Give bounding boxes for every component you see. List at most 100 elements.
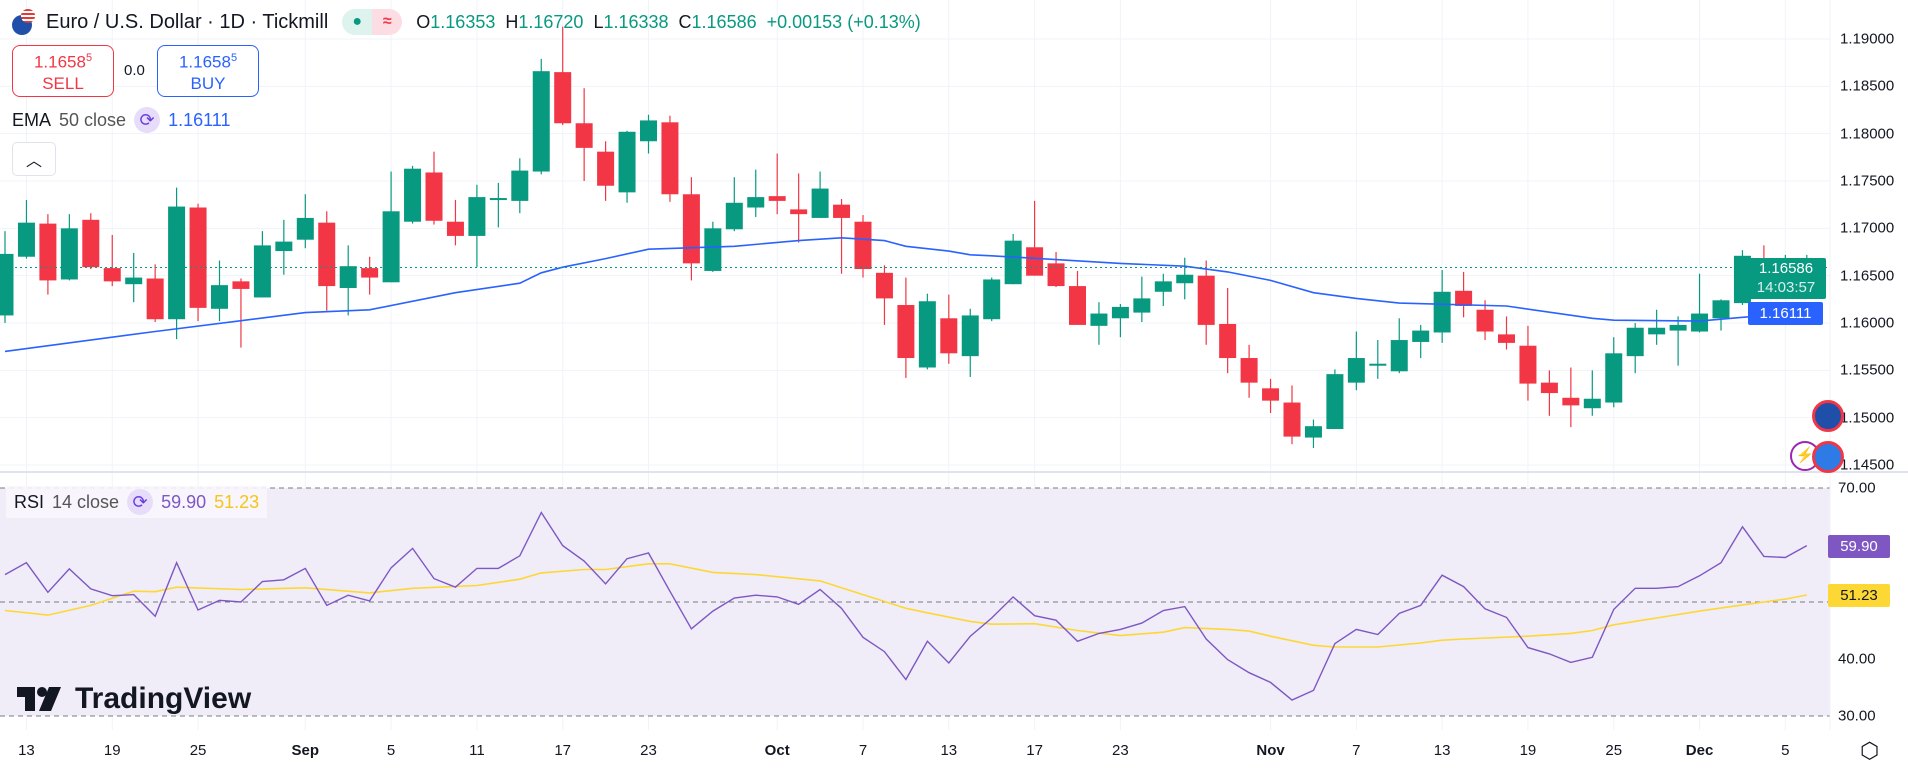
candle bbox=[1519, 325, 1537, 401]
time-tick-label: 25 bbox=[189, 742, 207, 759]
rsi-name: RSI bbox=[14, 491, 45, 512]
candle bbox=[1648, 309, 1666, 345]
candle-body bbox=[1090, 313, 1108, 326]
candle bbox=[1455, 271, 1473, 318]
symbol-title[interactable]: Euro / U.S. Dollar · 1D · Tickmill bbox=[46, 10, 329, 33]
us-event-icon[interactable] bbox=[1812, 441, 1844, 473]
time-tick-label: 5 bbox=[386, 742, 396, 759]
open-value: 1.16353 bbox=[430, 11, 496, 32]
candle-body bbox=[339, 266, 357, 288]
candle-body bbox=[1605, 353, 1623, 403]
time-tick-label: Sep bbox=[291, 742, 320, 759]
candles bbox=[0, 26, 1816, 448]
candle bbox=[1626, 323, 1644, 374]
candle-body bbox=[60, 228, 78, 280]
time-tick-label: Oct bbox=[764, 742, 790, 759]
candle-body bbox=[1412, 330, 1430, 342]
candle bbox=[39, 214, 57, 295]
candle-body bbox=[1197, 275, 1215, 325]
candle-body bbox=[1562, 397, 1580, 406]
candle-body bbox=[489, 198, 507, 201]
rsi-level-lines bbox=[0, 487, 1830, 717]
candle-body bbox=[1369, 363, 1387, 366]
refresh-icon[interactable]: ⟳ bbox=[127, 489, 154, 515]
candle-body bbox=[1540, 382, 1558, 394]
candle bbox=[318, 211, 336, 311]
candle-body bbox=[253, 245, 271, 298]
candle-body bbox=[532, 71, 550, 172]
candle bbox=[1283, 385, 1301, 445]
tradingview-logo[interactable]: TradingView bbox=[17, 682, 251, 716]
time-tick-label: 17 bbox=[554, 742, 572, 759]
rsi-ma-value: 51.23 bbox=[214, 491, 260, 512]
candle-body bbox=[39, 223, 57, 281]
eu-event-icon[interactable] bbox=[1812, 400, 1844, 432]
candle bbox=[339, 245, 357, 316]
time-tick-label: Nov bbox=[1256, 742, 1285, 759]
price-tick-label: 1.15500 bbox=[1840, 361, 1895, 379]
sell-button[interactable]: 1.16585 SELL bbox=[12, 45, 114, 97]
candle-body bbox=[17, 222, 35, 257]
candle-body bbox=[168, 206, 186, 320]
buy-button[interactable]: 1.16585 BUY bbox=[157, 45, 259, 97]
candle bbox=[168, 187, 186, 340]
candle bbox=[532, 58, 550, 175]
time-tick-label: 5 bbox=[1781, 742, 1790, 759]
candle bbox=[1069, 270, 1086, 325]
buy-price: 1.16585 bbox=[178, 52, 238, 72]
last-price: 1.16586 bbox=[1758, 259, 1814, 277]
candle-body bbox=[382, 211, 400, 283]
price-tick-label: 1.15000 bbox=[1840, 409, 1895, 427]
candle bbox=[1262, 378, 1280, 413]
candle-body bbox=[1691, 313, 1709, 332]
ema-value: 1.16111 bbox=[168, 109, 231, 130]
candle bbox=[125, 252, 143, 303]
low-value: 1.16338 bbox=[603, 11, 669, 32]
candle bbox=[747, 169, 765, 217]
candle bbox=[1176, 257, 1194, 300]
refresh-icon[interactable]: ⟳ bbox=[134, 107, 161, 133]
approx-icon: ≈ bbox=[372, 9, 403, 35]
candle bbox=[468, 184, 486, 268]
candle bbox=[875, 265, 893, 325]
ema-legend[interactable]: EMA 50 close ⟳ 1.16111 bbox=[12, 107, 230, 133]
candle bbox=[275, 219, 293, 275]
settings-hexagon-icon[interactable]: ⬡ bbox=[1860, 738, 1880, 763]
candle bbox=[1347, 331, 1365, 391]
rsi-ma-tag: 51.23 bbox=[1828, 583, 1890, 607]
price-tick-label: 1.17500 bbox=[1840, 172, 1895, 190]
candle bbox=[940, 294, 958, 364]
candle-body bbox=[747, 197, 765, 208]
candle bbox=[1304, 419, 1322, 448]
candle-body bbox=[1519, 345, 1537, 384]
rsi-legend[interactable]: RSI 14 close ⟳ 59.90 51.23 bbox=[6, 486, 268, 518]
candle-body bbox=[1648, 327, 1666, 335]
candle bbox=[768, 153, 786, 215]
candle-body bbox=[725, 202, 743, 230]
candle-body bbox=[1669, 324, 1687, 331]
collapse-legend-button[interactable]: ︿ bbox=[12, 142, 56, 176]
price-tick-label: 1.17000 bbox=[1840, 219, 1895, 237]
price-tick-label: 1.19000 bbox=[1840, 30, 1895, 48]
candle bbox=[425, 151, 443, 225]
candle-body bbox=[1455, 290, 1473, 306]
candle bbox=[661, 115, 679, 202]
candle-body bbox=[1347, 358, 1365, 383]
candle-body bbox=[318, 222, 336, 287]
price-tick-label: 1.16500 bbox=[1840, 267, 1895, 285]
candle bbox=[575, 88, 593, 182]
candle-body bbox=[425, 172, 443, 221]
candle bbox=[1240, 344, 1258, 398]
candle bbox=[0, 231, 14, 324]
time-tick-label: 19 bbox=[103, 742, 121, 759]
candle bbox=[833, 198, 851, 274]
candle bbox=[1111, 304, 1129, 338]
candle-body bbox=[1712, 300, 1730, 319]
candle bbox=[554, 26, 572, 126]
market-status-pill[interactable]: ● ≈ bbox=[342, 9, 403, 35]
candle-body bbox=[575, 123, 593, 148]
candle bbox=[404, 165, 422, 224]
logo-text: TradingView bbox=[75, 682, 252, 715]
candle bbox=[382, 171, 400, 283]
